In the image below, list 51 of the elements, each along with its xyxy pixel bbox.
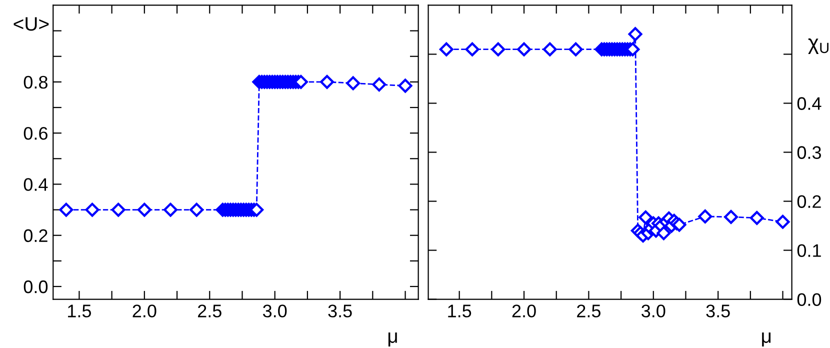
point bbox=[137, 202, 152, 217]
point bbox=[372, 77, 386, 92]
point bbox=[439, 42, 454, 56]
point bbox=[320, 74, 334, 89]
point bbox=[724, 210, 738, 224]
point bbox=[656, 226, 671, 240]
point bbox=[628, 27, 642, 42]
point bbox=[465, 42, 480, 56]
point bbox=[164, 202, 178, 217]
point bbox=[542, 42, 557, 56]
point bbox=[398, 78, 412, 93]
y-axis-title: χ$_{U}$ bbox=[808, 38, 828, 54]
x-tick-label: 1.5 bbox=[448, 304, 472, 318]
x-tick-label: 2.5 bbox=[577, 304, 600, 318]
point bbox=[250, 202, 264, 217]
x-tick-label: 1.5 bbox=[68, 304, 91, 318]
y-tick-label: 0.8 bbox=[24, 76, 48, 89]
x-tick-label: 3.0 bbox=[642, 304, 666, 318]
point bbox=[517, 42, 532, 56]
x-axis-title: μ bbox=[388, 332, 397, 347]
point bbox=[750, 210, 764, 225]
point bbox=[776, 214, 790, 229]
point bbox=[346, 76, 360, 90]
point bbox=[190, 202, 204, 217]
y-tick-label: 0.6 bbox=[24, 127, 48, 140]
y-tick-label: 0.4 bbox=[24, 178, 48, 191]
y-tick-label: 0.3 bbox=[797, 146, 821, 159]
x-tick-label: 2.0 bbox=[132, 304, 156, 318]
point bbox=[59, 202, 74, 217]
y-tick-label: 0.0 bbox=[797, 293, 822, 306]
x-tick-label: 3.5 bbox=[328, 304, 352, 318]
x-axis-title: μ bbox=[762, 332, 771, 347]
point bbox=[638, 210, 653, 224]
point bbox=[294, 74, 308, 89]
y-tick-label: 0.4 bbox=[797, 97, 822, 110]
y-tick-label: 0.0 bbox=[24, 280, 48, 294]
y-tick-label: 0.1 bbox=[797, 244, 821, 257]
point bbox=[568, 42, 583, 56]
x-tick-label: 3.0 bbox=[262, 304, 287, 318]
x-tick-label: 3.5 bbox=[706, 304, 730, 318]
point bbox=[85, 202, 100, 217]
point bbox=[672, 218, 686, 232]
point bbox=[698, 209, 712, 224]
point bbox=[491, 42, 506, 56]
y-tick-label: 0.2 bbox=[797, 195, 821, 208]
y-tick-label: 0.2 bbox=[24, 229, 48, 242]
x-tick-label: 2.5 bbox=[198, 304, 222, 318]
point bbox=[626, 42, 640, 56]
y-axis-title: <U> bbox=[14, 17, 49, 31]
point bbox=[111, 202, 126, 217]
x-tick-label: 2.0 bbox=[512, 304, 536, 318]
